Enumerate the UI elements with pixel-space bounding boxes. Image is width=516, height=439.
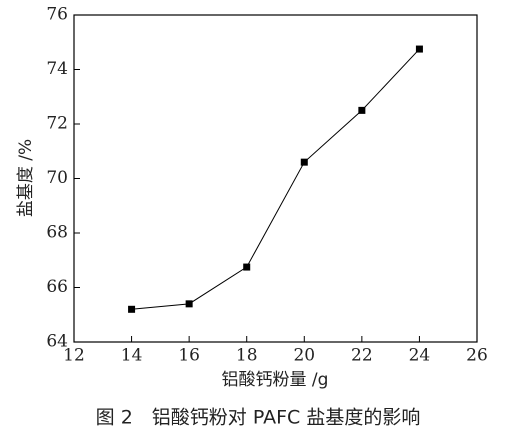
x-tick-label: 26 [466, 346, 488, 366]
x-tick-label: 18 [236, 346, 258, 366]
marker [185, 300, 193, 308]
marker [358, 106, 366, 114]
x-tick-label: 24 [409, 346, 431, 366]
x-tick-label: 14 [121, 346, 143, 366]
y-tick-label: 66 [46, 277, 68, 297]
x-tick-label: 12 [63, 346, 85, 366]
line [131, 48, 420, 310]
marker [243, 263, 251, 271]
y-tick-label: 74 [46, 59, 68, 79]
y-tick-label: 68 [46, 223, 68, 243]
marker [128, 305, 136, 313]
x-axis-label: 铝酸钙粉量 /g [222, 370, 329, 390]
marker [300, 158, 308, 166]
y-tick-label: 64 [46, 332, 68, 352]
caption: 图 2 铝酸钙粉对 PAFC 盐基度的影响 [96, 407, 421, 429]
y-tick-label: 72 [46, 114, 68, 134]
x-tick-label: 20 [293, 346, 315, 366]
marker [415, 45, 423, 53]
y-axis-label: 盐基度 /% [16, 139, 36, 217]
x-tick-label: 22 [351, 346, 373, 366]
plot-frame [73, 14, 478, 343]
x-tick-label: 16 [178, 346, 200, 366]
y-tick-label: 76 [46, 5, 68, 25]
y-tick-label: 70 [46, 168, 68, 188]
